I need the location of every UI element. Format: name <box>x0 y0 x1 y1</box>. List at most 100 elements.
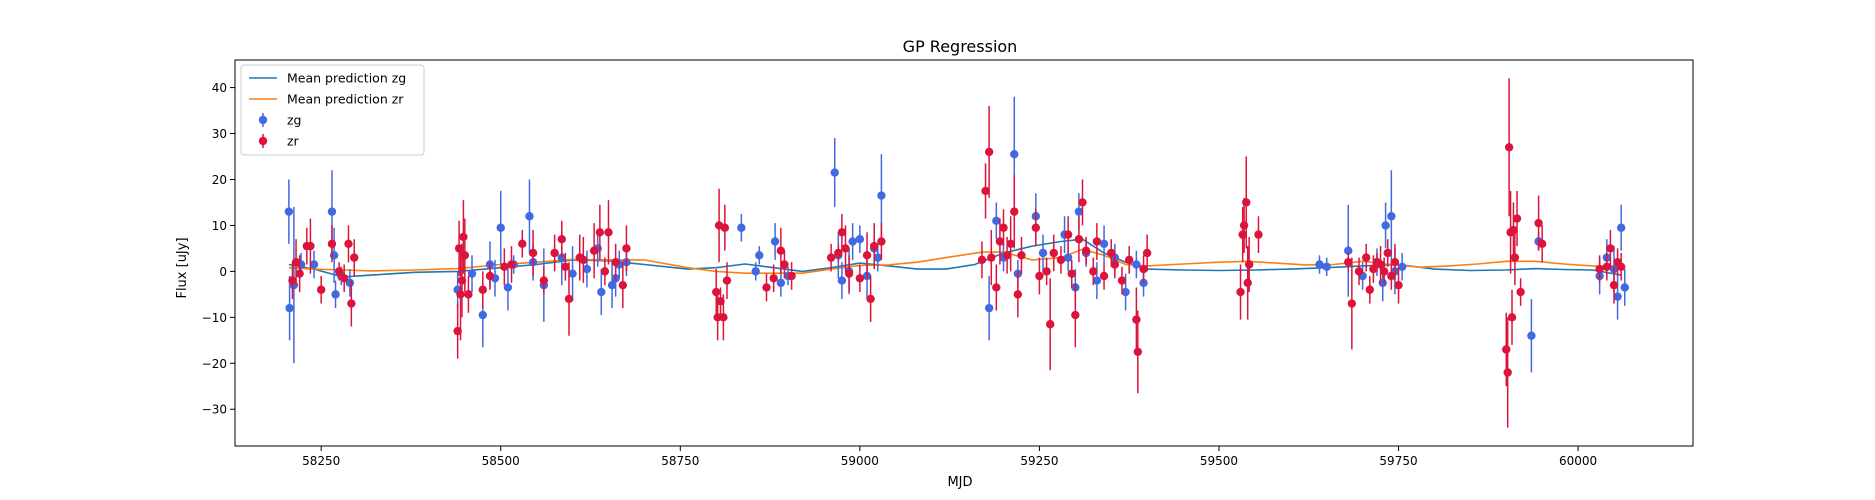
zr-point <box>1045 320 1055 329</box>
zg-point <box>478 310 487 320</box>
zg-point <box>1132 260 1141 269</box>
legend-label: zr <box>287 134 300 149</box>
zg-point <box>1378 278 1387 288</box>
legend-label: Mean prediction zg <box>287 71 406 86</box>
zg-point <box>1344 246 1353 255</box>
zr-point <box>999 223 1008 232</box>
zr-point <box>1602 262 1612 271</box>
zg-point <box>1381 221 1390 230</box>
zr-point <box>719 313 728 322</box>
zg-point <box>1099 239 1109 249</box>
zr-point <box>334 267 344 276</box>
zr-point <box>1243 278 1252 288</box>
zr-point <box>762 283 771 292</box>
zr-point <box>1133 347 1143 356</box>
zg-point <box>1387 212 1396 221</box>
zg-point <box>1613 292 1622 301</box>
y-tick-label: 30 <box>212 127 227 141</box>
zg-point <box>327 207 337 216</box>
zr-point <box>1063 230 1073 239</box>
zr-point <box>550 248 559 258</box>
zr-point <box>1344 257 1353 267</box>
y-tick-label: 0 <box>219 265 227 279</box>
zr-point <box>350 253 359 262</box>
zg-point <box>1010 150 1019 159</box>
legend-marker-swatch <box>258 136 268 146</box>
axes: 58250 58500 58750 59000 59250 59500 59750 60000… <box>202 59 1694 468</box>
zr-point <box>834 248 843 258</box>
x-tick-label: 59000 <box>841 454 879 468</box>
zr-point <box>316 285 326 294</box>
zr-point <box>464 290 473 299</box>
zr-point <box>1369 264 1378 274</box>
zr-point <box>459 232 468 242</box>
zg-point <box>1397 262 1407 271</box>
zg-point <box>1315 260 1324 269</box>
zr-point <box>557 235 566 244</box>
zr-point <box>288 276 297 285</box>
zr-point <box>291 257 301 267</box>
zg-point <box>525 212 534 221</box>
zg-point <box>873 253 883 262</box>
zr-point <box>1042 267 1051 276</box>
zr-point <box>589 246 599 255</box>
zr-point <box>1132 315 1141 324</box>
zr-point <box>1595 264 1604 274</box>
zr-point <box>841 244 850 253</box>
x-tick-label: 58250 <box>302 454 340 468</box>
zg-point <box>285 303 294 313</box>
zr-point <box>453 326 462 336</box>
zr-point <box>984 147 994 157</box>
zr-point <box>1507 313 1517 322</box>
zr-point <box>457 276 467 285</box>
zg-point <box>568 269 577 278</box>
zr-point <box>478 285 487 294</box>
legend-label: zg <box>287 113 302 128</box>
zg-point <box>848 237 857 246</box>
zg-point <box>329 251 339 260</box>
zr-point <box>720 223 730 232</box>
y-tick-label: −10 <box>202 311 227 325</box>
zg-point <box>855 235 865 244</box>
zr-point <box>604 228 613 237</box>
zr-point <box>826 253 836 262</box>
legend-marker-swatch <box>258 115 268 125</box>
zg-point <box>597 287 606 297</box>
chart-title: GP Regression <box>903 37 1018 56</box>
zr-point <box>1516 287 1525 297</box>
zg-point <box>1038 248 1048 258</box>
zg-point <box>837 276 847 285</box>
zr-point <box>1354 267 1364 276</box>
zr-point <box>500 262 509 271</box>
zr-point <box>1142 248 1152 258</box>
zr-point <box>1074 235 1084 244</box>
legend-label: Mean prediction zr <box>287 92 404 107</box>
zg-point <box>331 290 340 299</box>
zr-point <box>1502 345 1511 354</box>
zr-point <box>327 239 337 249</box>
y-tick-label: 20 <box>212 173 227 187</box>
x-tick-label: 59500 <box>1200 454 1238 468</box>
zr-point <box>1244 260 1254 269</box>
zr-point <box>579 255 588 265</box>
zg-point <box>770 237 780 246</box>
zr-point <box>306 241 315 251</box>
x-tick-label: 59250 <box>1020 454 1058 468</box>
zr-point <box>295 269 304 278</box>
zr-point <box>1017 251 1026 260</box>
zr-point <box>1616 262 1626 271</box>
zr-point <box>877 237 886 246</box>
zr-point <box>1379 267 1389 276</box>
zg-point <box>830 168 839 177</box>
zr-point <box>595 228 605 237</box>
zr-point <box>1124 255 1134 265</box>
zr-point <box>712 287 721 297</box>
zg-point <box>496 223 505 232</box>
zr-point <box>1035 271 1044 281</box>
zr-point <box>1110 260 1120 269</box>
axes-frame <box>234 59 1694 447</box>
zr-point <box>1394 280 1403 290</box>
zr-point <box>339 274 349 283</box>
zr-point <box>1117 276 1127 285</box>
zr-point <box>1510 253 1520 262</box>
